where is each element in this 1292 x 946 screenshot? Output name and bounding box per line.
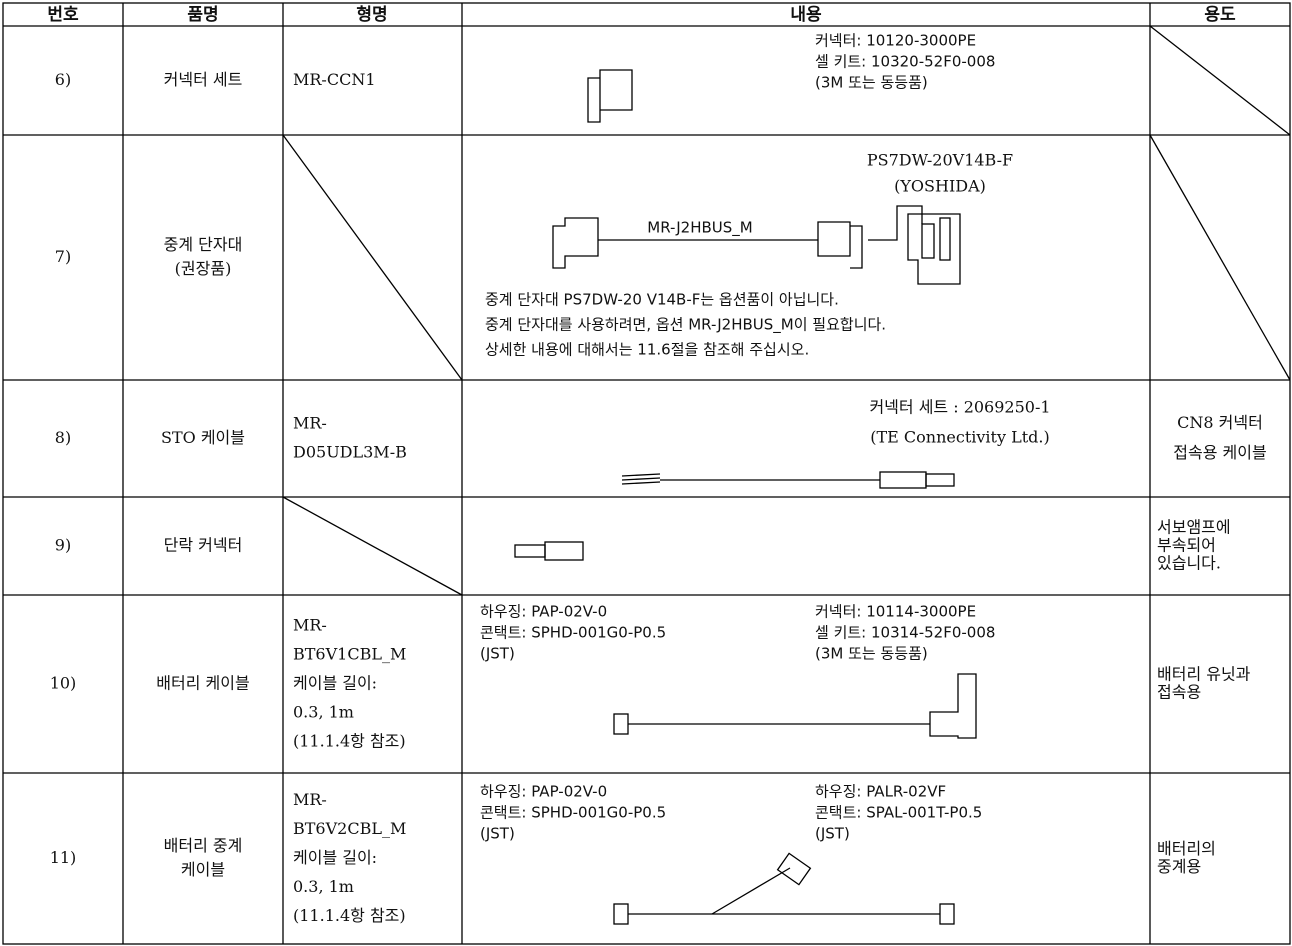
row-number: 10) xyxy=(50,674,77,693)
spec-note: 하우징: PALR-02VF xyxy=(815,783,946,801)
spec-note: 하우징: PAP-02V-0 xyxy=(480,603,607,621)
model: 0.3, 1m xyxy=(293,877,354,896)
model: MR- xyxy=(293,616,327,635)
item-name: (권장품) xyxy=(175,259,232,278)
row-number: 11) xyxy=(50,848,77,867)
item-name: 배터리 케이블 xyxy=(156,674,249,693)
header-cell: 내용 xyxy=(790,5,822,25)
item-name: 중계 단자대 xyxy=(164,235,243,254)
spec-note: (3M 또는 동등품) xyxy=(815,645,928,663)
item-name: 케이블 xyxy=(181,860,225,879)
model: D05UDL3M-B xyxy=(293,443,407,462)
spec-note: 하우징: PAP-02V-0 xyxy=(480,783,607,801)
remark: 중계 단자대 PS7DW-20 V14B-F는 옵션품이 아닙니다. xyxy=(485,291,839,309)
item-name: 단락 커넥터 xyxy=(164,536,243,555)
spec-note: 콘택트: SPHD-001G0-P0.5 xyxy=(480,624,666,642)
model: MR- xyxy=(293,414,327,433)
spec-note: 콘택트: SPAL-001T-P0.5 xyxy=(815,804,982,822)
model: 0.3, 1m xyxy=(293,703,354,722)
model: BT6V2CBL_M xyxy=(293,819,406,838)
drawings xyxy=(514,69,977,925)
spec-note: (JST) xyxy=(480,825,515,843)
model: (11.1.4항 참조) xyxy=(293,732,406,751)
spec-note: 커넥터: 10114-3000PE xyxy=(815,603,976,621)
usage: 배터리 유닛과 xyxy=(1157,665,1251,684)
spec-label: 커넥터 세트 : 2069250-1 xyxy=(869,398,1050,417)
cable-label: MR-J2HBUS_M xyxy=(647,219,752,238)
row-number: 6) xyxy=(55,70,71,89)
usage: CN8 커넥터 xyxy=(1177,413,1263,432)
usage: 접속용 xyxy=(1157,683,1201,702)
model: (11.1.4항 참조) xyxy=(293,906,406,925)
header-cell: 형명 xyxy=(356,4,387,25)
spec-note: (JST) xyxy=(815,825,850,843)
spec-label: PS7DW-20V14B-F xyxy=(867,151,1013,170)
model: 케이블 길이: xyxy=(293,674,377,693)
model: MR- xyxy=(293,790,327,809)
usage: 부속되어 xyxy=(1157,536,1216,555)
spec-note: 커넥터: 10120-3000PE xyxy=(815,32,976,50)
spec-note: (3M 또는 동등품) xyxy=(815,74,928,92)
usage: 중계용 xyxy=(1157,857,1201,876)
item-name: STO 케이블 xyxy=(161,428,245,447)
header-cell: 품명 xyxy=(187,5,218,25)
usage: 있습니다. xyxy=(1157,554,1221,573)
model: 케이블 길이: xyxy=(293,848,377,867)
item-name: 커넥터 세트 xyxy=(164,70,243,89)
spec-note: (JST) xyxy=(480,645,515,663)
remark: 중계 단자대를 사용하려면, 옵션 MR-J2HBUS_M이 필요합니다. xyxy=(485,316,886,335)
spec-note: 콘택트: SPHD-001G0-P0.5 xyxy=(480,804,666,822)
row-number: 8) xyxy=(55,428,71,447)
header-cell: 용도 xyxy=(1204,5,1236,25)
usage: 배터리의 xyxy=(1157,839,1216,858)
row-number: 9) xyxy=(55,536,71,555)
spec-note: 셀 키트: 10314-52F0-008 xyxy=(815,624,995,642)
remark: 상세한 내용에 대해서는 11.6절을 참조해 주십시오. xyxy=(485,341,809,359)
row-number: 7) xyxy=(55,247,71,266)
model: BT6V1CBL_M xyxy=(293,645,406,664)
spec-note: 셀 키트: 10320-52F0-008 xyxy=(815,53,995,71)
usage: 서보앰프에 xyxy=(1157,518,1231,537)
item-name: 배터리 중계 xyxy=(164,836,243,855)
spec-label: (TE Connectivity Ltd.) xyxy=(870,428,1049,447)
usage: 접속용 케이블 xyxy=(1173,443,1266,462)
model: MR-CCN1 xyxy=(293,70,376,89)
header-cell: 번호 xyxy=(47,5,79,25)
spec-label: (YOSHIDA) xyxy=(894,177,986,196)
